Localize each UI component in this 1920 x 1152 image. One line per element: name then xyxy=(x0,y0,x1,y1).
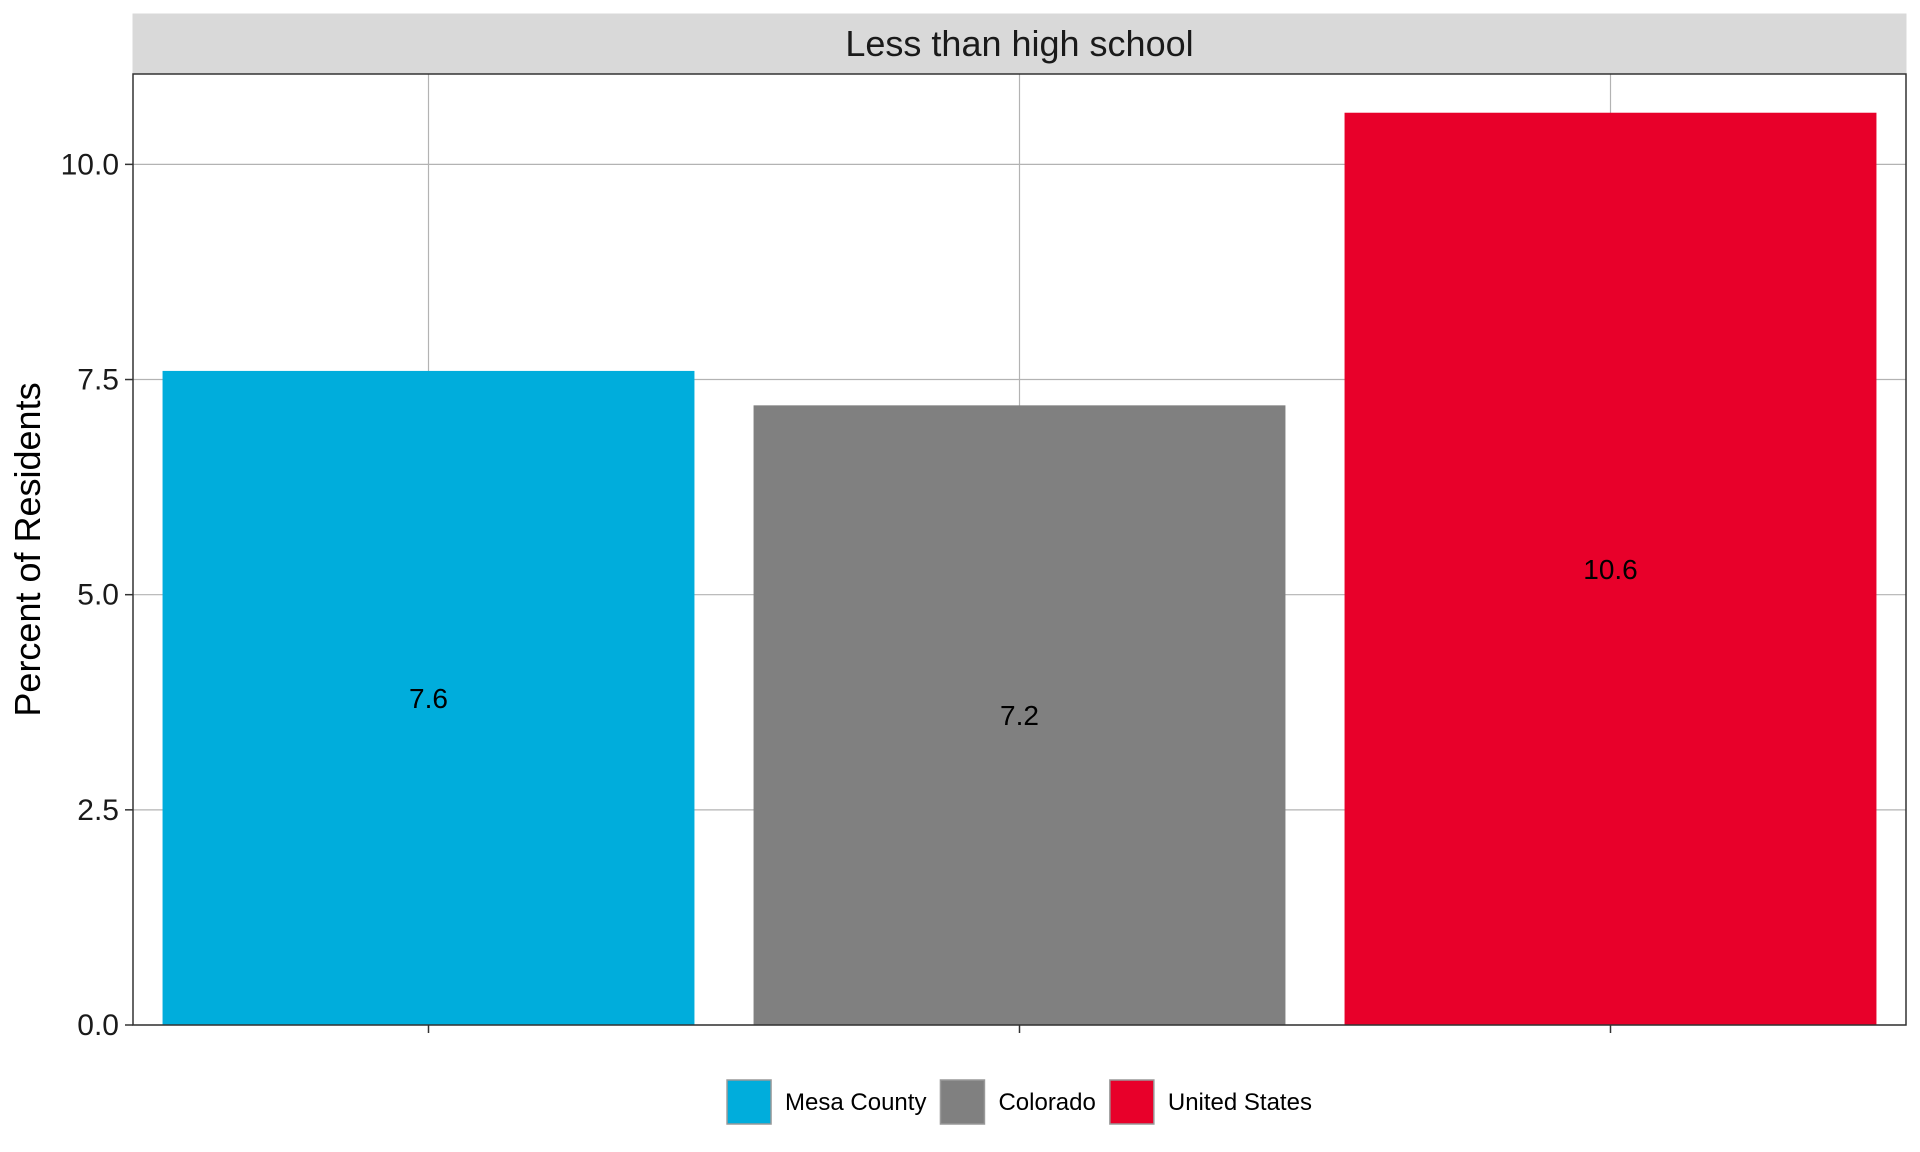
legend-label: Mesa County xyxy=(785,1089,926,1116)
data-label: 10.6 xyxy=(1583,554,1638,585)
y-tick-label: 5.0 xyxy=(77,579,119,612)
legend-key-mesa-county xyxy=(726,1079,772,1125)
facet-strip-label: Less than high school xyxy=(845,23,1193,64)
y-tick-label: 2.5 xyxy=(77,794,119,827)
y-tick-label: 0.0 xyxy=(77,1009,119,1042)
y-tick-label: 10.0 xyxy=(61,148,119,181)
y-axis-title: Percent of Residents xyxy=(7,382,48,716)
legend-key-colorado xyxy=(939,1079,986,1125)
legend-key-united-states xyxy=(1109,1079,1155,1125)
bar-colorado xyxy=(753,405,1286,1026)
axes: 0.0 2.5 5.0 7.5 10.0 xyxy=(61,73,1907,1042)
bar-mesa-county xyxy=(162,370,695,1025)
bars: 7.6 7.2 10.6 xyxy=(162,112,1877,1026)
legend: Mesa County Colorado United States xyxy=(726,1079,1312,1125)
facet-strip xyxy=(132,13,1907,75)
data-label: 7.6 xyxy=(409,683,448,714)
legend-label: Colorado xyxy=(998,1089,1095,1116)
bar-united-states xyxy=(1344,112,1877,1025)
legend-label: United States xyxy=(1168,1089,1312,1116)
data-label: 7.2 xyxy=(1000,700,1039,731)
y-tick-label: 7.5 xyxy=(77,364,119,397)
